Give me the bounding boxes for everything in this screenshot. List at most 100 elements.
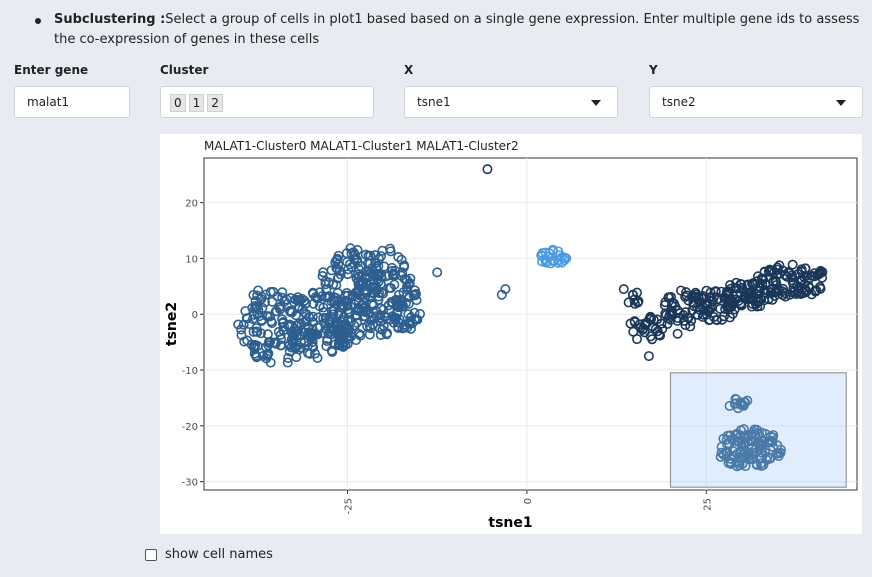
- scatter-point: [385, 246, 396, 257]
- scatter-point: [618, 284, 629, 295]
- scatter-point: [660, 308, 671, 319]
- y-tick-label: 20: [185, 199, 198, 210]
- scatter-point: [313, 312, 324, 323]
- scatter-point: [735, 447, 746, 458]
- scatter-point: [693, 292, 704, 303]
- scatter-point: [759, 266, 770, 277]
- scatter-point: [667, 297, 678, 308]
- x-select[interactable]: tsne1: [404, 86, 618, 118]
- x-tick-label: 25: [702, 498, 713, 511]
- scatter-point: [753, 286, 764, 297]
- scatter-point: [329, 325, 340, 336]
- scatter-point: [270, 306, 281, 317]
- instructions-text: Select a group of cells in plot1 based b…: [54, 12, 860, 47]
- scatter-point: [373, 276, 384, 287]
- scatter-point: [789, 286, 800, 297]
- chart-svg[interactable]: -25 0 25 20 10 0 -10 -20 -30 tsne1 tsne2: [160, 134, 862, 534]
- scatter-point: [308, 298, 319, 309]
- scatter-point: [716, 447, 727, 458]
- scatter-point: [728, 298, 739, 309]
- scatter-point: [388, 268, 399, 279]
- x-label: X: [404, 63, 414, 77]
- scatter-plot[interactable]: MALAT1-Cluster0 MALAT1-Cluster1 MALAT1-C…: [160, 134, 862, 534]
- scatter-point: [744, 292, 755, 303]
- cluster-chip[interactable]: 2: [207, 94, 223, 112]
- scatter-point: [743, 429, 754, 440]
- scatter-point: [233, 319, 244, 330]
- scatter-point: [541, 256, 552, 267]
- y-select[interactable]: tsne2: [649, 86, 863, 118]
- scatter-point: [629, 298, 640, 309]
- scatter-point: [666, 292, 677, 303]
- x-tick-label: -25: [344, 498, 355, 514]
- scatter-point: [393, 251, 404, 262]
- scatter-point: [282, 357, 293, 368]
- scatter-point: [711, 314, 722, 325]
- scatter-point: [378, 288, 389, 299]
- gene-input[interactable]: malat1: [14, 86, 130, 118]
- scatter-point: [409, 307, 420, 318]
- scatter-point: [788, 287, 799, 298]
- scatter-point: [367, 298, 378, 309]
- scatter-point: [687, 305, 698, 316]
- scatter-point: [318, 267, 329, 278]
- scatter-point: [330, 292, 341, 303]
- scatter-point: [270, 337, 281, 348]
- scatter-point: [742, 436, 753, 447]
- scatter-point: [336, 301, 347, 312]
- scatter-point: [350, 252, 361, 263]
- scatter-point: [547, 245, 558, 256]
- scatter-point: [747, 436, 758, 447]
- scatter-point: [236, 324, 247, 335]
- scatter-point: [765, 431, 776, 442]
- scatter-point: [746, 287, 757, 298]
- scatter-point: [405, 273, 416, 284]
- scatter-point: [261, 342, 272, 353]
- scatter-point: [333, 327, 344, 338]
- scatter-point: [751, 424, 762, 435]
- scatter-point: [367, 287, 378, 298]
- scatter-point: [738, 400, 749, 411]
- show-cell-names-checkbox[interactable]: [145, 549, 157, 561]
- scatter-point: [307, 287, 318, 298]
- scatter-point: [394, 289, 405, 300]
- scatter-point: [685, 321, 696, 332]
- scatter-point: [407, 318, 418, 329]
- scatter-point: [639, 327, 650, 338]
- scatter-point: [328, 306, 339, 317]
- chevron-down-icon: [836, 100, 846, 106]
- scatter-point: [352, 317, 363, 328]
- scatter-point: [722, 446, 733, 457]
- chart-title: MALAT1-Cluster0 MALAT1-Cluster1 MALAT1-C…: [204, 139, 519, 153]
- scatter-point: [817, 267, 828, 278]
- scatter-point: [736, 398, 747, 409]
- cluster-chip[interactable]: 1: [188, 94, 205, 112]
- scatter-point: [355, 261, 366, 272]
- scatter-point: [298, 307, 309, 318]
- scatter-point: [787, 270, 798, 281]
- scatter-point: [278, 317, 289, 328]
- scatter-point: [777, 290, 788, 301]
- scatter-point: [242, 335, 253, 346]
- y-tick-label: -30: [182, 478, 198, 489]
- scatter-point: [432, 267, 443, 278]
- scatter-point: [399, 322, 410, 333]
- cluster-chip[interactable]: 0: [170, 94, 186, 112]
- scatter-point: [308, 330, 319, 341]
- scatter-point: [314, 322, 325, 333]
- scatter-point: [793, 285, 804, 296]
- scatter-point: [249, 309, 260, 320]
- scatter-point: [726, 296, 737, 307]
- scatter-point: [300, 316, 311, 327]
- instructions-title: Subclustering :: [54, 12, 166, 27]
- scatter-point: [252, 326, 263, 337]
- scatter-point: [392, 307, 403, 318]
- cluster-label: Cluster: [160, 63, 209, 77]
- selection-box: [669, 372, 847, 488]
- scatter-point: [365, 250, 376, 261]
- scatter-point: [404, 316, 415, 327]
- scatter-point: [700, 300, 711, 311]
- scatter-point: [339, 337, 350, 348]
- scatter-point: [353, 276, 364, 287]
